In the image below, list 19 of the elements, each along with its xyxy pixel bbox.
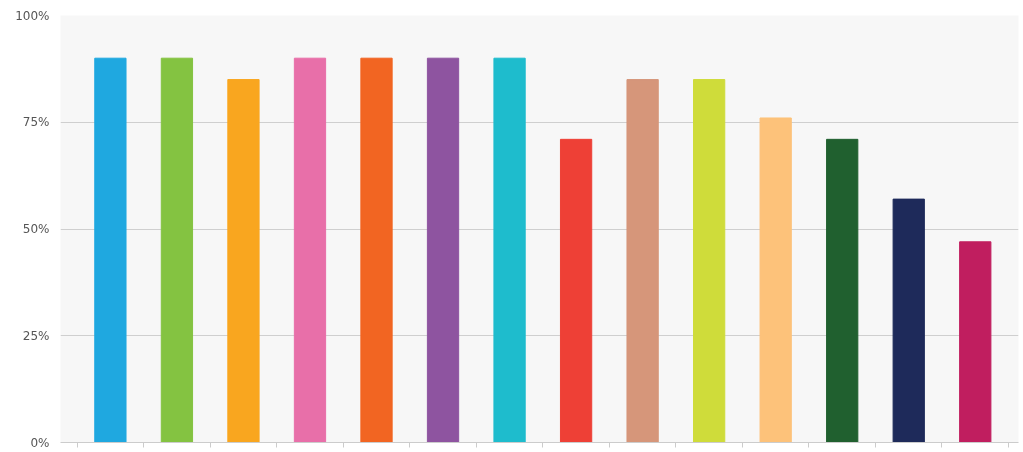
y-tick-label: 0% <box>30 435 50 450</box>
y-tick-label: 25% <box>22 328 50 343</box>
bar <box>959 241 992 443</box>
bar <box>94 57 127 443</box>
bar <box>826 138 859 443</box>
bar <box>160 57 194 443</box>
bar <box>626 79 659 443</box>
y-tick-label: 50% <box>22 222 50 236</box>
bar <box>426 57 460 443</box>
bar <box>293 57 327 443</box>
bar <box>559 138 593 443</box>
bar <box>759 117 792 443</box>
bar <box>493 57 526 443</box>
bar <box>693 79 726 443</box>
y-tick-label: 100% <box>15 8 50 23</box>
bar <box>227 79 260 443</box>
bar <box>892 198 925 443</box>
bar <box>360 57 393 443</box>
y-tick-label: 75% <box>22 115 50 130</box>
